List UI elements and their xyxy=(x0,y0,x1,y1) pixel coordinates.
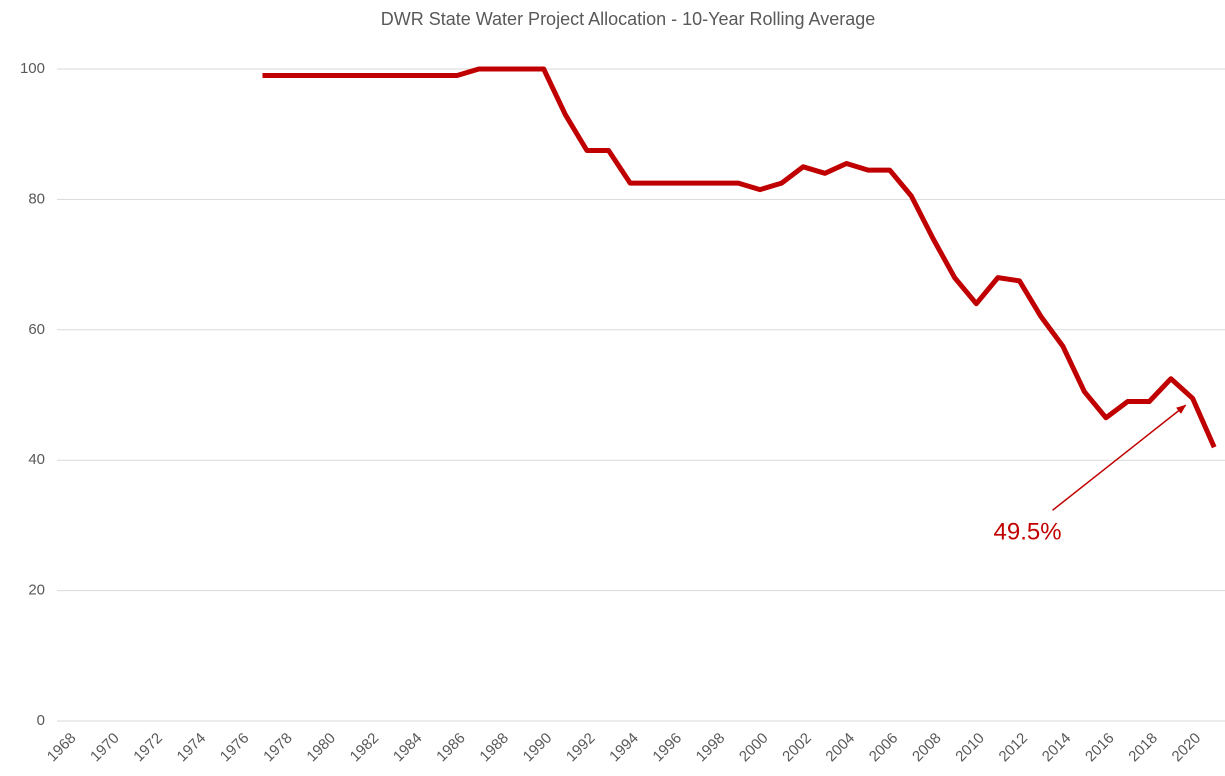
x-tick-label: 1990 xyxy=(520,730,556,766)
x-tick-label: 2004 xyxy=(822,730,858,766)
series-line xyxy=(262,66,1217,449)
x-tick-label: 1988 xyxy=(476,730,512,766)
x-tick-label: 1976 xyxy=(217,730,253,766)
x-tick-label: 1982 xyxy=(347,730,383,766)
chart-title: DWR State Water Project Allocation - 10-… xyxy=(381,9,876,29)
x-tick-label: 2006 xyxy=(866,730,902,766)
y-tick-label: 80 xyxy=(28,190,45,207)
x-tick-label: 1992 xyxy=(563,730,599,766)
y-tick-label: 20 xyxy=(28,582,45,599)
y-tick-label: 0 xyxy=(37,712,45,729)
x-tick-label: 2008 xyxy=(909,730,945,766)
x-tick-label: 2010 xyxy=(952,730,988,766)
x-tick-label: 1994 xyxy=(606,730,642,766)
x-tick-label: 2012 xyxy=(996,730,1032,766)
x-tick-label: 2018 xyxy=(1125,730,1161,766)
x-tick-label: 1972 xyxy=(130,730,166,766)
value-label: 49.5% xyxy=(994,519,1062,546)
x-tick-label: 1974 xyxy=(174,730,210,766)
x-tick-label: 1986 xyxy=(433,730,469,766)
x-tick-label: 1980 xyxy=(303,730,339,766)
y-tick-label: 40 xyxy=(28,451,45,468)
x-tick-label: 2016 xyxy=(1082,730,1118,766)
x-tick-label: 2000 xyxy=(736,730,772,766)
y-tick-label: 100 xyxy=(20,60,45,77)
x-tick-label: 1968 xyxy=(44,730,80,766)
x-tick-label: 1984 xyxy=(390,730,426,766)
x-tick-label: 1998 xyxy=(693,730,729,766)
x-tick-label: 2002 xyxy=(779,730,815,766)
x-tick-label: 2014 xyxy=(1039,730,1075,766)
x-tick-label: 1970 xyxy=(87,730,123,766)
annotation-arrow xyxy=(1052,404,1187,511)
x-tick-label: 1996 xyxy=(649,730,685,766)
y-tick-label: 60 xyxy=(28,321,45,338)
x-tick-label: 1978 xyxy=(260,730,296,766)
x-tick-label: 2020 xyxy=(1169,730,1205,766)
